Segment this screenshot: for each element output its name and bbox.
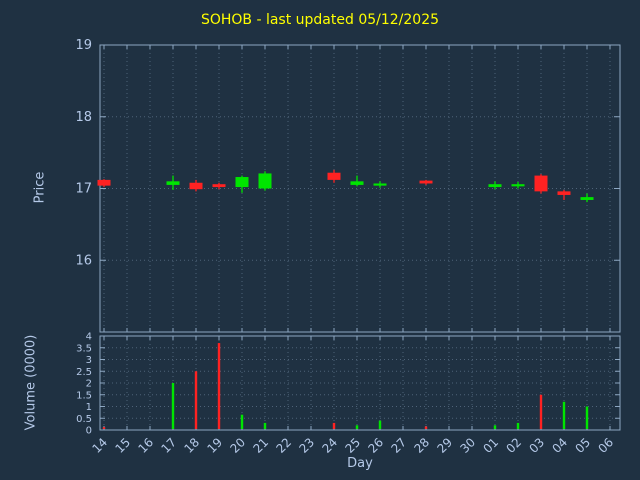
day-tick-label: 02 [503,435,524,456]
volume-bar-17 [171,383,175,429]
day-tick-label: 24 [319,435,340,456]
day-tick-label: 17 [158,435,179,456]
price-tick-label: 17 [75,182,92,197]
day-tick-label: 23 [296,435,317,456]
volume-tick-label: 0 [86,426,92,437]
day-tick-label: 16 [135,435,156,456]
volume-bar-05 [585,406,589,429]
day-tick-label: 03 [526,435,547,456]
volume-tick-label: 2 [86,379,92,390]
volume-tick-label: 3.5 [76,343,92,354]
day-tick-label: 22 [273,435,294,456]
volume-bar-20 [240,414,244,429]
candle-body-04 [557,191,571,195]
volume-bar-24 [332,422,336,429]
candle-body-28 [419,180,433,184]
candle-body-21 [258,173,272,189]
candle-body-24 [327,172,341,180]
candle-body-19 [212,184,226,188]
day-tick-label: 21 [250,435,271,456]
day-tick-label: 20 [227,435,248,456]
volume-panel-border [99,335,621,431]
day-tick-label: 25 [342,435,363,456]
day-tick-label: 18 [181,435,202,456]
day-axis-label: Day [347,456,373,471]
candle-body-14 [97,179,111,186]
day-tick-label: 04 [549,435,570,456]
volume-bar-26 [378,420,382,429]
volume-tick-label: 0.5 [76,414,92,425]
day-tick-label: 29 [434,435,455,456]
volume-bar-19 [217,343,221,429]
candle-body-01 [488,184,502,188]
volume-bar-14 [102,427,106,429]
day-tick-label: 26 [365,435,386,456]
volume-bar-25 [355,425,359,429]
volume-tick-label: 2.5 [76,367,92,378]
candle-body-25 [350,181,364,185]
volume-tick-label: 1 [86,402,92,413]
day-tick-label: 19 [204,435,225,456]
candle-body-18 [189,182,203,190]
candle-body-20 [235,177,249,188]
candle-body-17 [166,181,180,185]
volume-tick-label: 1.5 [76,390,92,401]
volume-bar-21 [263,422,267,429]
day-tick-label: 14 [89,435,110,456]
price-tick-label: 19 [75,38,92,53]
chart-title: SOHOB - last updated 05/12/2025 [200,12,440,28]
day-tick-label: 28 [411,435,432,456]
volume-bar-04 [562,401,566,429]
day-tick-label: 05 [572,435,593,456]
day-tick-label: 15 [112,435,133,456]
volume-bar-01 [493,425,497,429]
day-tick-label: 01 [480,435,501,456]
candle-body-05 [580,197,594,200]
volume-tick-label: 3 [86,355,92,366]
day-tick-label: 06 [595,435,616,456]
price-panel-border [99,44,621,333]
day-tick-label: 27 [388,435,409,456]
volume-tick-label: 4 [86,332,92,343]
volume-bar-18 [194,371,198,429]
volume-bar-28 [424,426,428,429]
price-tick-label: 16 [75,253,92,268]
day-tick-label: 30 [457,435,478,456]
candle-body-03 [534,175,548,192]
candle-body-26 [373,183,387,186]
volume-bar-02 [516,422,520,429]
volume-bar-03 [539,394,543,429]
price-tick-label: 18 [75,110,92,125]
candle-body-02 [511,184,525,187]
